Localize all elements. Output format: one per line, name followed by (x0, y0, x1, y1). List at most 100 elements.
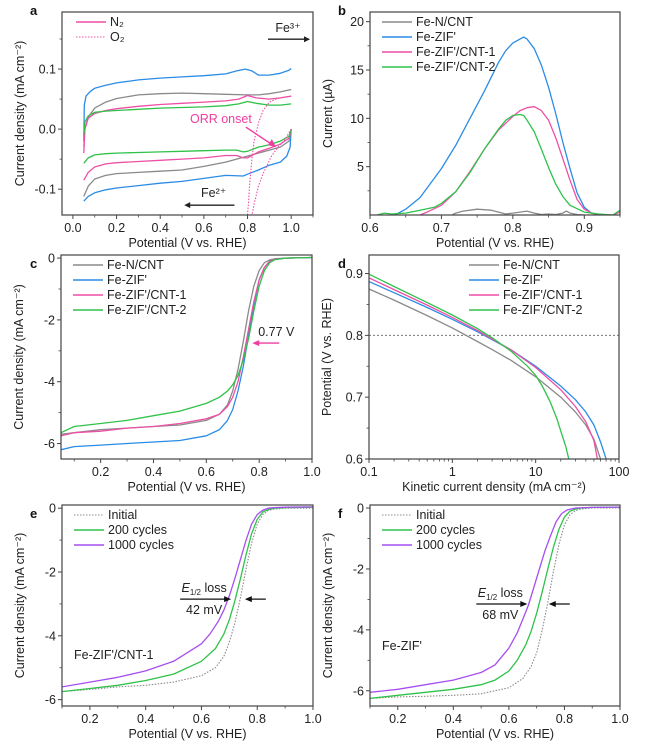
legend-label: N₂ (110, 15, 124, 29)
series-line-fe-n-cnt (451, 208, 585, 215)
x-tick-label: 0.8 (249, 712, 266, 726)
x-tick-label: 0.6 (361, 221, 378, 235)
series-line-fe-zif-cnt-2 (61, 256, 312, 434)
y-tick-label: -6 (353, 684, 364, 698)
x-tick-label: 1.0 (303, 465, 320, 479)
panel-b: b 0.6 0.7 0.8 0.9 5 10 15 20 Potential (V vs. RHE… (321, 3, 621, 250)
series-group (61, 256, 312, 451)
legend-label: Fe-N/CNT (416, 15, 473, 29)
series-line-fe-zif-cnt-1 (61, 256, 312, 437)
panel-f: f 0.2 0.4 0.6 0.8 1.0 -6 -4 -2 0 Potential (V vs. … (321, 502, 629, 741)
plot-frame (369, 504, 621, 707)
panel-c: c 0.2 0.4 0.6 0.8 1.0 -6 -4 -2 0 Potential (V vs. … (12, 252, 321, 494)
y-axis-label: Current density (mA cm⁻²) (12, 284, 26, 430)
e-half-loss-label: E1/2 loss (478, 586, 523, 602)
series-group (83, 67, 292, 215)
series-line-fe-zif-cnt-2-n2-anodic- (83, 100, 292, 136)
legend-label: 1000 cycles (108, 538, 174, 552)
e-half-loss-value: 68 mV (482, 608, 519, 622)
legend-label: Fe-ZIF' (107, 273, 147, 287)
x-tick-label: 0.7 (433, 221, 450, 235)
legend-label: Fe-ZIF'/CNT-2 (107, 303, 187, 317)
series-line-fe-zif-cnt-1 (369, 277, 599, 459)
y-axis-label: Potential (V vs. RHE) (320, 298, 334, 416)
orr-onset-arrowhead (267, 139, 276, 148)
series-line-fe-zif-cnt-2 (376, 113, 620, 215)
panel-e: e 0.2 0.4 0.6 0.8 1.0 -6 -4 -2 0 Potential (V vs. … (13, 502, 322, 741)
x-tick-label: 0.8 (250, 465, 267, 479)
x-tick-label: 0.9 (576, 221, 593, 235)
y-axis-label: Current (µA) (321, 79, 335, 148)
legend-label: 200 cycles (108, 523, 167, 537)
series-line-fe-zif-n2-cathodic- (83, 129, 292, 202)
series-line-1000-cycles (370, 506, 620, 693)
x-tick-label: 0.8 (239, 221, 256, 235)
series-line-fe-zif-cnt-1-o2-forward- (246, 95, 292, 215)
loss-arrowhead-right (244, 596, 252, 603)
x-tick-label: 0.8 (556, 712, 573, 726)
e-half-loss-label: E1/2 loss (182, 581, 227, 597)
x-tick-label: 0.4 (152, 221, 169, 235)
x-axis-label: Potential (V vs. RHE) (436, 236, 554, 250)
legend-label: 1000 cycles (416, 538, 482, 552)
panel-label: b (338, 3, 346, 18)
series-group (370, 506, 620, 700)
x-tick-label: 1.0 (282, 221, 299, 235)
series-line-fe-zif-n2-anodic- (83, 67, 292, 142)
y-tick-label: 0 (357, 502, 364, 516)
legend-label: Fe-ZIF'/CNT-1 (503, 288, 583, 302)
series-line-fe-zif-cnt-1-n2-anodic- (83, 94, 292, 154)
x-tick-label: 0.2 (81, 712, 98, 726)
x-axis-label: Potential (V vs. RHE) (436, 727, 554, 741)
fe3-label: Fe³⁺ (275, 21, 300, 35)
y-tick-label: -2 (44, 313, 55, 327)
series-group (376, 36, 620, 215)
y-tick-label: -2 (45, 566, 56, 580)
x-tick-label: 0.6 (193, 712, 210, 726)
x-tick-label: 0.4 (445, 712, 462, 726)
plot-frame (60, 254, 313, 460)
y-axis-label: Current density (mA cm⁻²) (321, 533, 335, 679)
x-tick-label: 1.0 (611, 712, 628, 726)
y-tick-label: 10 (350, 112, 364, 126)
series-line-initial (370, 507, 620, 699)
panel-d: d 0.1 1 10 100 0.6 0.7 0.8 0.9 Kinetic current de… (320, 254, 629, 494)
sample-label: Fe-ZIF' (382, 639, 422, 653)
series-line-fe-n-cnt (61, 256, 312, 435)
x-tick-label: 0.0 (64, 221, 81, 235)
plot-frame (368, 254, 620, 460)
loss-arrowhead-left (520, 600, 528, 607)
panel-label: e (30, 506, 37, 521)
y-tick-label: 15 (350, 64, 364, 78)
legend-label: Fe-ZIF'/CNT-1 (107, 288, 187, 302)
legend-label: Fe-N/CNT (503, 258, 560, 272)
x-tick-label: 10 (529, 465, 543, 479)
panel-label: d (338, 256, 346, 271)
legend-label: Fe-ZIF'/CNT-1 (416, 45, 496, 59)
plot-frame (61, 504, 314, 707)
series-line-fe-n-cnt-n2-anodic- (83, 88, 292, 148)
panel-a: a 0.0 0.2 0.4 0.6 0.8 1.0 -0.1 0.0 0.1 Potential (… (13, 3, 314, 250)
half-wave-label: 0.77 V (258, 325, 295, 339)
fe2-label: Fe²⁺ (201, 186, 226, 200)
x-tick-label: 0.6 (198, 465, 215, 479)
plot-frame (369, 11, 621, 216)
sample-label: Fe-ZIF'/CNT-1 (74, 648, 154, 662)
y-tick-label: 0.7 (346, 391, 363, 405)
series-line-200-cycles (62, 506, 313, 693)
series-line-fe-zif-cnt-1-n2-cathodic- (83, 128, 292, 181)
x-tick-label: 1.0 (304, 712, 321, 726)
y-tick-label: 0.9 (346, 267, 363, 281)
y-tick-label: -2 (353, 562, 364, 576)
series-line-initial (62, 507, 313, 693)
half-wave-arrowhead (252, 340, 260, 347)
loss-arrowhead-left (224, 596, 232, 603)
legend-label: Initial (416, 508, 445, 522)
series-line-200-cycles (370, 506, 620, 700)
legend-label: Fe-ZIF' (416, 30, 456, 44)
y-tick-label: -6 (44, 437, 55, 451)
y-tick-label: 5 (357, 160, 364, 174)
series-line-fe-zif-cnt-1 (419, 106, 620, 215)
y-axis-label: Current density (mA cm⁻²) (13, 533, 27, 679)
